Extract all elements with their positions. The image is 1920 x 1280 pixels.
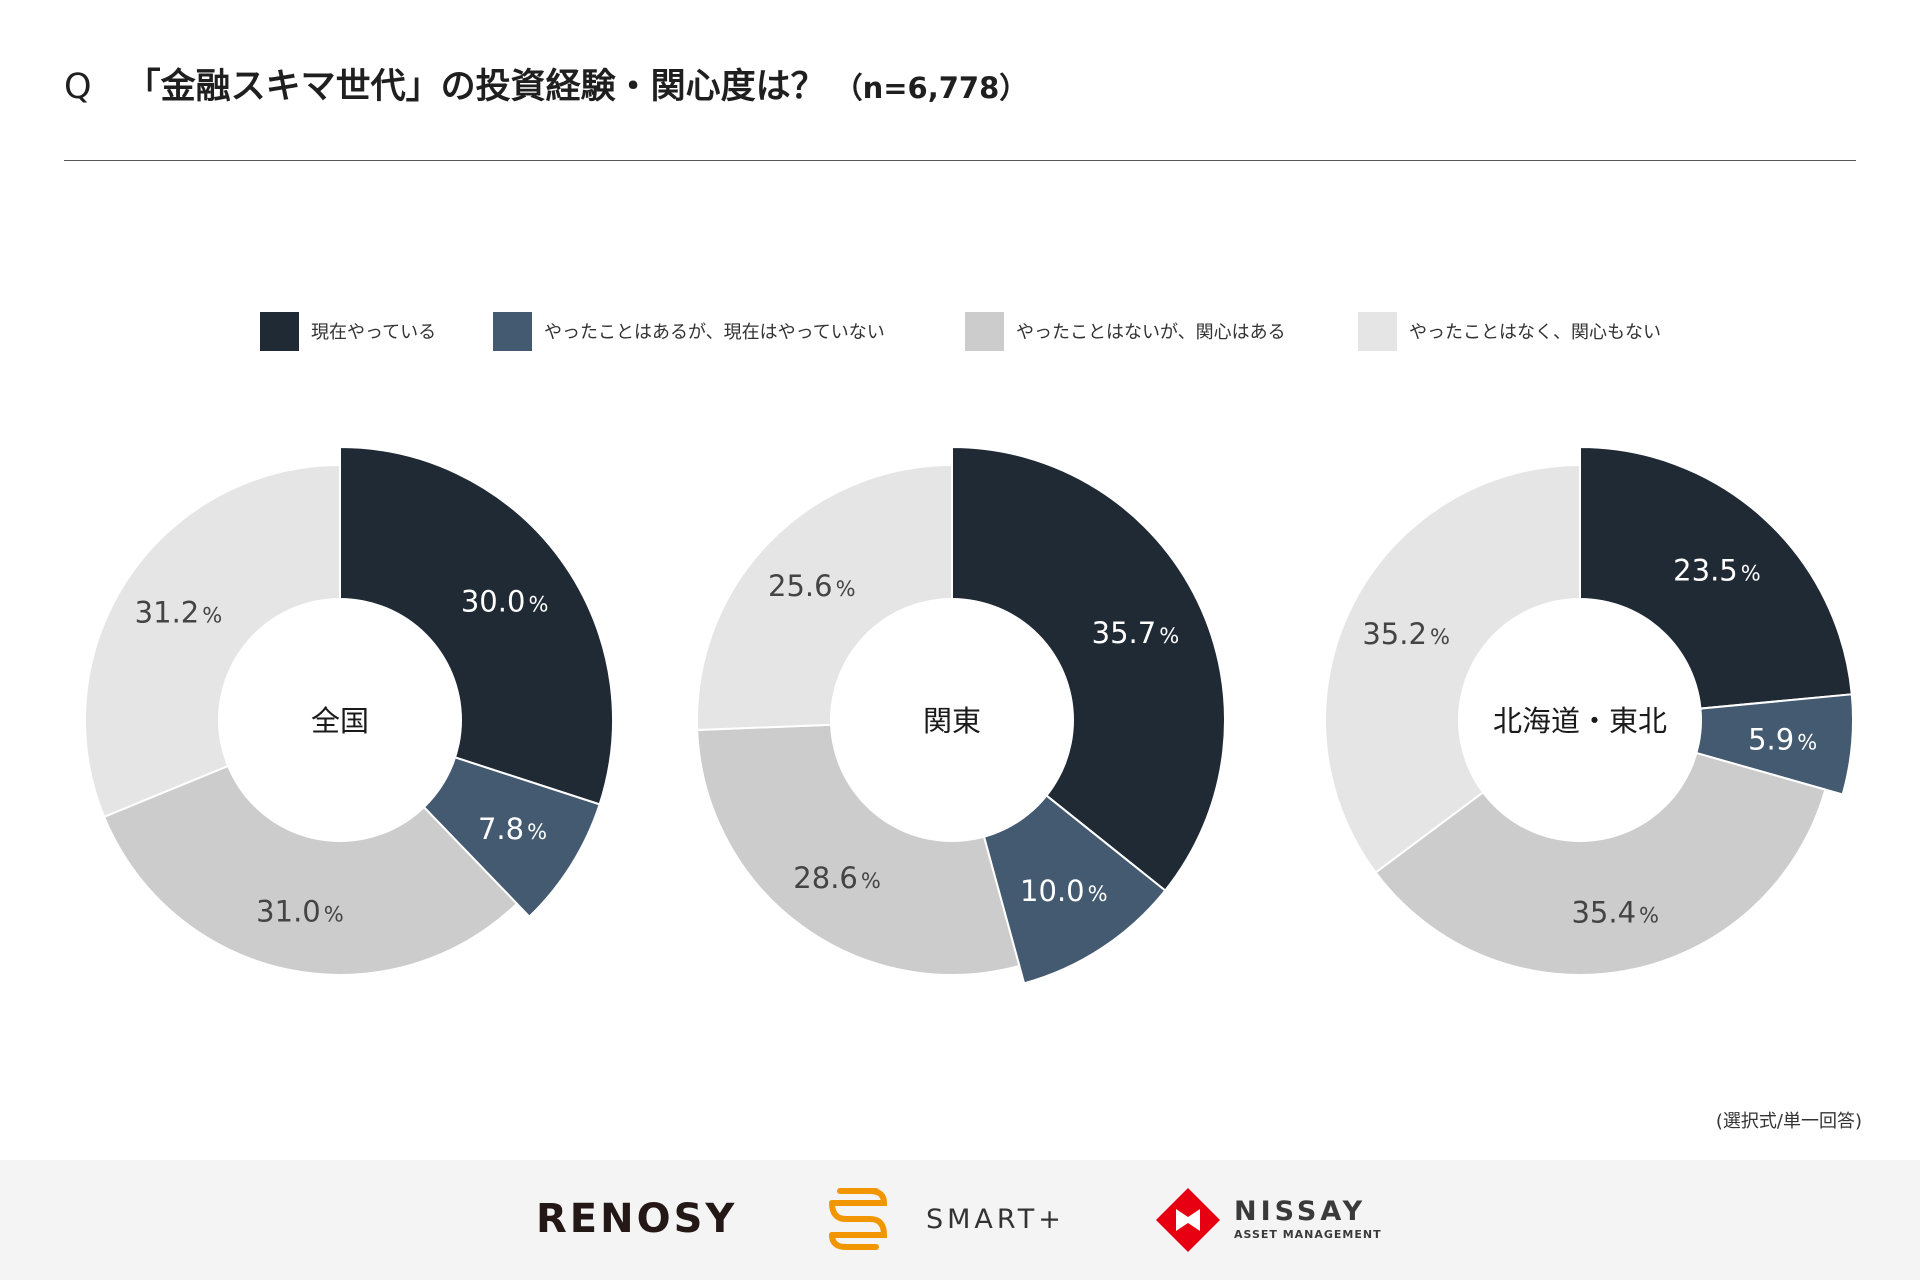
donut-hole-3 xyxy=(1458,598,1702,842)
donut-hole-2 xyxy=(830,598,1074,842)
nissay-logo: NISSAY xyxy=(1234,1196,1367,1227)
legend-item-current: 現在やっている xyxy=(260,311,436,351)
sample-size: （n=6,778） xyxy=(833,71,1029,105)
slice-current-2 xyxy=(951,445,1226,892)
legend-item-not-interested: やったことはなく、関心もない xyxy=(1358,311,1661,351)
smart-plus-icon xyxy=(829,1188,888,1250)
legend-item-interested: やったことはないが、関心はある xyxy=(965,311,1286,351)
data-label-interested-2: 28.6% xyxy=(793,861,881,895)
title-text: 「金融スキマ世代」の投資経験・関心度は？ xyxy=(125,67,826,107)
footer-logo-bar: RENOSY SMART+ NISSAY ASSET MANAGEMENT xyxy=(0,1160,1920,1280)
legend-swatch-interested xyxy=(965,311,1004,351)
legend-item-past: やったことはあるが、現在はやっていない xyxy=(493,311,885,351)
slice-not-interested-3 xyxy=(1324,463,1581,874)
chart-region-title-3: 北海道・東北 xyxy=(1493,704,1667,738)
legend-label-interested: やったことはないが、関心はある xyxy=(1016,322,1286,343)
legend-swatch-current xyxy=(260,311,299,351)
donut-hole-1 xyxy=(218,598,462,842)
legend-swatch-past xyxy=(493,311,532,351)
nissay-logo-subtitle: ASSET MANAGEMENT xyxy=(1234,1228,1382,1241)
page-title: Q 「金融スキマ世代」の投資経験・関心度は？ （n=6,778） xyxy=(64,58,1028,109)
smart-plus-logo: SMART+ xyxy=(926,1204,1065,1235)
data-label-interested-3: 35.4% xyxy=(1571,895,1659,929)
legend-label-past: やったことはあるが、現在はやっていない xyxy=(544,322,885,343)
data-label-current-2: 35.7% xyxy=(1092,616,1180,650)
chart-legend: 現在やっている やったことはあるが、現在はやっていない やったことはないが、関心… xyxy=(0,311,1920,351)
legend-swatch-not-interested xyxy=(1358,311,1397,351)
slice-interested-3 xyxy=(1374,718,1827,977)
chart-region-title-1: 全国 xyxy=(311,704,369,738)
title-divider xyxy=(64,160,1856,161)
answer-format-note: (選択式/単一回答) xyxy=(1715,1111,1862,1132)
chart-region-title-2: 関東 xyxy=(923,704,981,738)
legend-label-current: 現在やっている xyxy=(311,322,437,343)
legend-label-not-interested: やったことはなく、関心もない xyxy=(1409,322,1661,343)
slice-interested-1 xyxy=(102,718,519,976)
question-mark: Q xyxy=(64,67,92,107)
nissay-icon xyxy=(1156,1188,1220,1252)
renosy-logo: RENOSY xyxy=(536,1196,738,1242)
